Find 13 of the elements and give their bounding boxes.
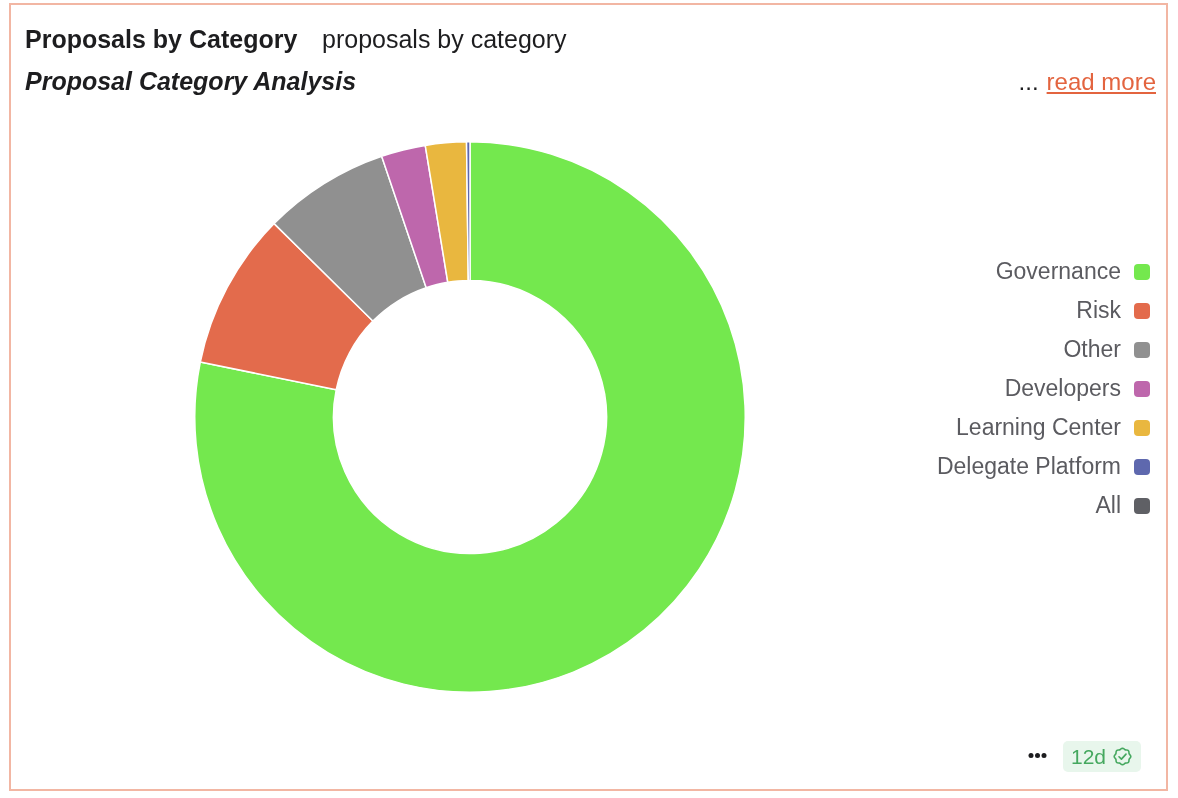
text: ... [1018,68,1039,95]
legend-label: Other [1063,336,1121,363]
legend-label: Risk [1076,297,1121,324]
legend-label: Developers [1004,375,1121,402]
text: Proposal Category Analysis [25,67,357,96]
text: read more [1046,68,1156,95]
chart-subtitle: proposals by category [322,25,567,54]
text: 12d [1071,744,1107,769]
legend-label: Delegate Platform [936,453,1121,480]
legend-label: Governance [995,258,1121,285]
chart-title: Proposals by Category [25,25,298,54]
legend-label: Learning Center [956,414,1121,441]
legend-label: All [1095,492,1121,519]
